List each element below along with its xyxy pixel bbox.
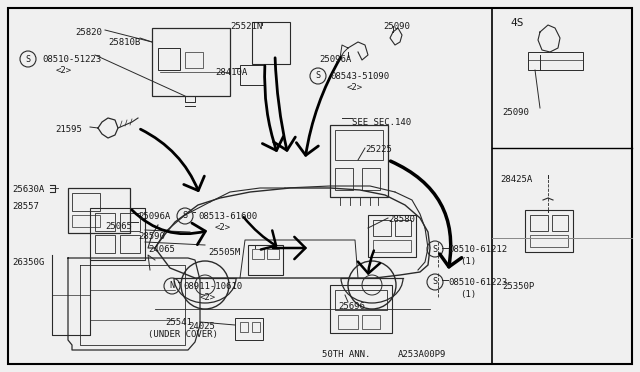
Text: 25090: 25090: [383, 22, 410, 31]
Text: S: S: [433, 278, 438, 286]
Text: 28410A: 28410A: [215, 68, 247, 77]
Bar: [252, 249, 264, 259]
Text: 24025: 24025: [188, 322, 215, 331]
Text: 28557: 28557: [12, 202, 39, 211]
Bar: [68, 188, 130, 233]
Bar: [368, 215, 416, 257]
Text: S: S: [433, 244, 438, 253]
Text: 21595: 21595: [55, 125, 82, 134]
Bar: [267, 249, 279, 259]
Bar: [95, 213, 115, 231]
Text: 24065: 24065: [148, 245, 175, 254]
Bar: [72, 193, 100, 211]
Text: S: S: [182, 212, 188, 221]
Text: <2>: <2>: [347, 83, 363, 92]
Text: 25090: 25090: [502, 108, 529, 117]
Text: 25225: 25225: [365, 145, 392, 154]
Bar: [95, 235, 115, 253]
Text: 25541: 25541: [165, 318, 192, 327]
Text: 50TH ANN.: 50TH ANN.: [322, 350, 371, 359]
Text: 28425A: 28425A: [500, 175, 532, 184]
Bar: [235, 318, 263, 340]
Bar: [530, 215, 548, 231]
Bar: [72, 215, 100, 227]
Text: <2>: <2>: [200, 293, 216, 302]
Bar: [330, 125, 388, 197]
Text: (1): (1): [460, 257, 476, 266]
Text: 4S: 4S: [510, 18, 524, 28]
Text: 25065: 25065: [105, 222, 132, 231]
Bar: [335, 130, 383, 160]
Bar: [373, 240, 411, 252]
Bar: [120, 213, 140, 231]
Text: 08510-51223: 08510-51223: [42, 55, 101, 64]
Text: A253A00P9: A253A00P9: [398, 350, 446, 359]
Bar: [252, 322, 260, 332]
Text: 08513-61600: 08513-61600: [198, 212, 257, 221]
Text: (1): (1): [460, 290, 476, 299]
Bar: [362, 168, 380, 190]
Bar: [330, 285, 392, 333]
Text: 25505M: 25505M: [208, 248, 240, 257]
Bar: [240, 65, 265, 85]
Text: 25096A: 25096A: [319, 55, 351, 64]
Text: <2>: <2>: [215, 223, 231, 232]
Bar: [152, 28, 230, 96]
Text: 25096A: 25096A: [138, 212, 170, 221]
Text: 28590: 28590: [138, 232, 165, 241]
Text: 25810B: 25810B: [108, 38, 140, 47]
Bar: [252, 22, 290, 64]
Text: 25350P: 25350P: [502, 282, 534, 291]
Text: S: S: [26, 55, 31, 64]
Text: SEE SEC.140: SEE SEC.140: [352, 118, 411, 127]
Bar: [528, 52, 583, 70]
Text: 26350G: 26350G: [12, 258, 44, 267]
Bar: [185, 52, 203, 68]
Bar: [158, 48, 180, 70]
Bar: [90, 208, 145, 260]
Bar: [530, 235, 568, 247]
Bar: [120, 235, 140, 253]
Bar: [525, 210, 573, 252]
Bar: [240, 322, 248, 332]
Text: 08911-10610: 08911-10610: [183, 282, 242, 291]
Text: 28580: 28580: [388, 215, 415, 224]
Text: 25630A: 25630A: [12, 185, 44, 194]
Text: 25521N: 25521N: [230, 22, 262, 31]
Text: 08510-61212: 08510-61212: [448, 245, 507, 254]
Bar: [395, 220, 411, 236]
Bar: [373, 220, 391, 236]
Text: (UNDER COVER): (UNDER COVER): [148, 330, 218, 339]
Text: <2>: <2>: [56, 66, 72, 75]
Bar: [552, 215, 568, 231]
Bar: [338, 315, 358, 329]
Bar: [335, 168, 353, 190]
Text: 08510-61223: 08510-61223: [448, 278, 507, 287]
Text: 25696: 25696: [338, 302, 365, 311]
Bar: [335, 290, 387, 310]
Text: S: S: [316, 71, 321, 80]
Text: 08543-51090: 08543-51090: [330, 72, 389, 81]
Text: 25820: 25820: [75, 28, 102, 37]
Bar: [362, 315, 380, 329]
Bar: [248, 245, 283, 275]
Text: N: N: [170, 282, 175, 291]
